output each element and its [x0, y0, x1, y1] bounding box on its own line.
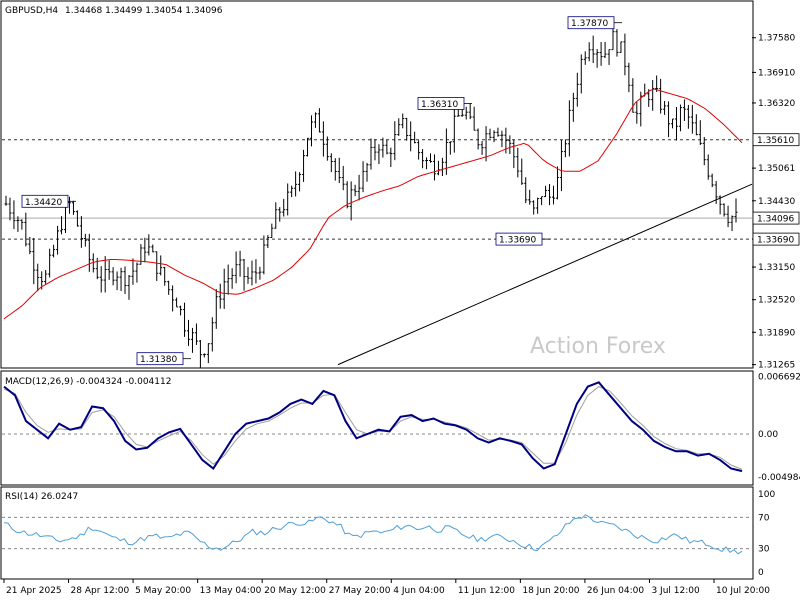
- price-tick-label: 1.36320: [758, 99, 795, 109]
- price-tick-label: 1.33150: [758, 263, 795, 273]
- price-label-text: 1.31380: [140, 355, 177, 365]
- rsi-tick-label: 30: [758, 545, 770, 555]
- macd-tick-label: -0.004984: [758, 473, 800, 483]
- x-tick-label: 20 May 12:00: [264, 586, 326, 596]
- price-label-text: 1.34420: [25, 198, 62, 208]
- horizontal-levels: 1.35610 1.33690 1.34096: [2, 133, 800, 246]
- rsi-panel: [0, 486, 754, 580]
- rsi-line: [3, 514, 743, 555]
- level-value: 1.34096: [757, 215, 794, 225]
- price-bars: [4, 22, 738, 368]
- x-tick-label: 27 May 20:00: [329, 586, 391, 596]
- x-tick-label: 10 Jul 20:00: [716, 586, 770, 596]
- macd-title: MACD(12,26,9) -0.004324 -0.004112: [5, 377, 171, 387]
- level-box: [752, 232, 800, 246]
- x-tick-label: 3 Jul 12:00: [651, 586, 700, 596]
- price-tick-label: 1.35061: [758, 164, 795, 174]
- chart-symbol-header: GBPUSD,H4 1.34468 1.34499 1.34054 1.3409…: [5, 6, 223, 16]
- x-tick-label: 11 Jun 12:00: [458, 586, 515, 596]
- x-tick-label: 4 Jun 04:00: [393, 586, 445, 596]
- rsi-title: RSI(14) 26.0247: [5, 492, 78, 502]
- level-value: 1.35610: [757, 136, 794, 146]
- macd-panel: [0, 370, 754, 486]
- macd-line: [3, 381, 743, 473]
- level-box: [752, 211, 800, 225]
- level-value: 1.33690: [757, 236, 794, 246]
- ma-line: [3, 88, 743, 320]
- rsi-tick-label: 70: [758, 513, 770, 523]
- trendline: [337, 183, 753, 366]
- time-x-axis: 21 Apr 2025 28 Apr 12:00 5 May 20:00 13 May…: [3, 579, 770, 596]
- x-tick-label: 13 May 04:00: [200, 586, 262, 596]
- rsi-tick-label: 0: [758, 568, 764, 578]
- x-tick-label: 5 May 20:00: [135, 586, 191, 596]
- price-labels: 1.34420 1.36310 1.37870 1.33690 1.31380: [21, 16, 622, 365]
- price-label-text: 1.33690: [499, 236, 536, 246]
- x-tick-label: 21 Apr 2025: [6, 586, 62, 596]
- level-box: [752, 133, 800, 147]
- rsi-tick-label: 100: [758, 490, 775, 500]
- price-y-axis: 1.37580 1.36910 1.36320 1.35061 1.34430 1.336…: [752, 34, 795, 371]
- x-tick-label: 18 Jun 20:00: [522, 586, 579, 596]
- price-tick-label: 1.37580: [758, 34, 795, 44]
- macd-y-axis: 0.006692 0.00 -0.004984: [2, 372, 800, 483]
- price-tick-label: 1.36910: [758, 68, 795, 78]
- watermark: Action Forex: [530, 334, 666, 359]
- x-tick-label: 26 Jun 04:00: [587, 586, 644, 596]
- x-tick-label: 28 Apr 12:00: [71, 586, 130, 596]
- macd-tick-label: 0.006692: [758, 372, 800, 382]
- support-trendline: [337, 183, 753, 366]
- price-tick-label: 1.31265: [758, 361, 795, 371]
- macd-lines: [3, 381, 743, 473]
- price-tick-label: 1.31890: [758, 328, 795, 338]
- symbol: GBPUSD,H4: [5, 6, 58, 16]
- macd-tick-label: 0.00: [758, 430, 778, 440]
- price-tick-label: 1.34430: [758, 197, 795, 207]
- moving-average: [3, 88, 743, 320]
- rsi-y-axis: 100 70 30 0: [2, 490, 775, 578]
- rsi-lines: [3, 514, 743, 555]
- price-panel: [0, 0, 754, 369]
- price-label-text: 1.36310: [421, 100, 458, 110]
- ohlc-readout: 1.34468 1.34499 1.34054 1.34096: [65, 6, 223, 16]
- price-label-text: 1.37870: [571, 19, 608, 29]
- price-tick-label: 1.32520: [758, 296, 795, 306]
